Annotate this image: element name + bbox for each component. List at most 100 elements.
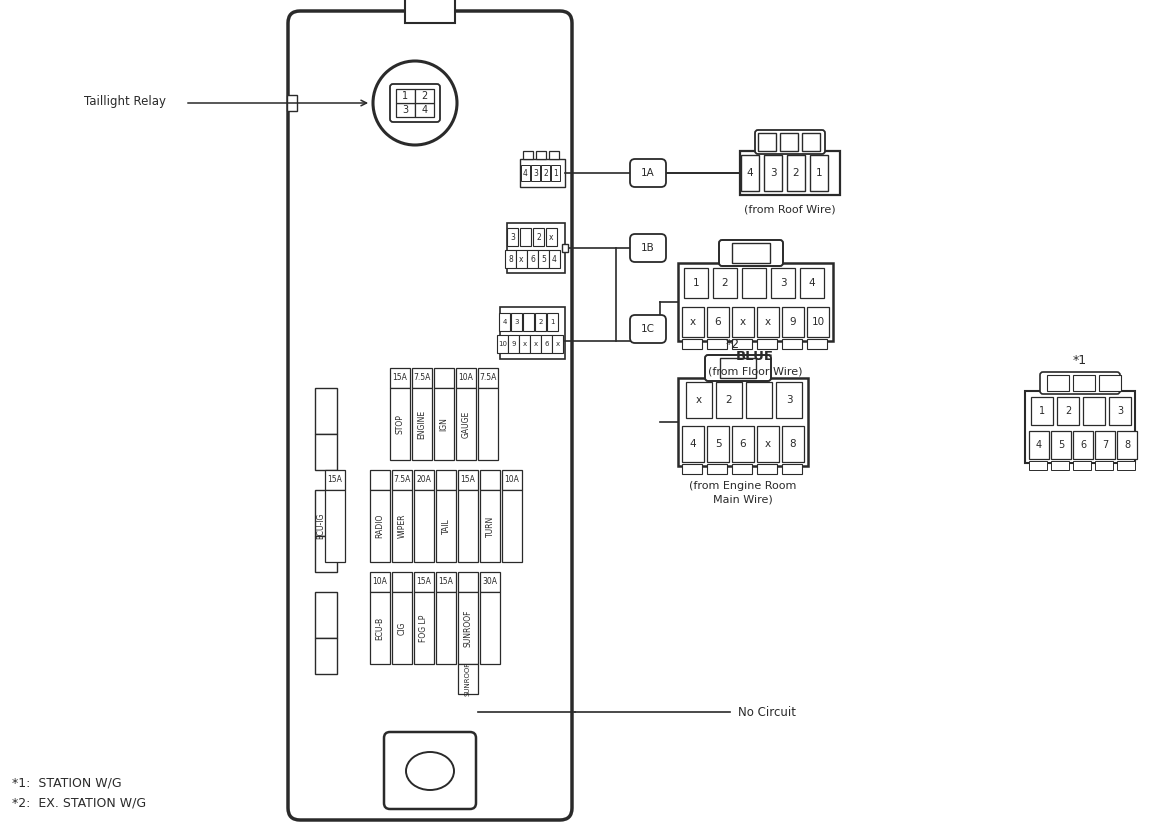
Bar (457, 470, 478, 490)
Bar (562, 244, 568, 252)
Bar (1117, 461, 1135, 470)
Text: 6: 6 (545, 341, 549, 347)
Text: 1: 1 (550, 319, 555, 325)
Text: 15A: 15A (439, 578, 454, 587)
Bar (747, 382, 772, 418)
Bar (541, 335, 551, 353)
Bar (414, 572, 434, 592)
Bar (497, 335, 509, 353)
Bar (731, 426, 753, 462)
FancyBboxPatch shape (630, 315, 666, 343)
Text: RADIO: RADIO (375, 514, 384, 538)
Text: 3: 3 (510, 233, 515, 242)
Bar (434, 388, 454, 460)
Bar (707, 464, 727, 474)
Text: TURN: TURN (485, 515, 495, 537)
Text: 7.5A: 7.5A (394, 475, 411, 484)
Text: *2:  EX. STATION W/G: *2: EX. STATION W/G (12, 796, 146, 809)
Bar (414, 490, 434, 562)
Bar (396, 89, 414, 103)
Bar (783, 307, 805, 337)
Bar (682, 307, 704, 337)
Bar (507, 223, 565, 273)
Text: No Circuit: No Circuit (738, 706, 796, 719)
Bar (392, 470, 412, 490)
Bar (549, 151, 558, 159)
Bar (757, 307, 779, 337)
Bar (731, 307, 753, 337)
Text: ECU-IG: ECU-IG (317, 513, 325, 539)
Bar (315, 638, 337, 674)
Text: 7: 7 (1102, 440, 1108, 450)
Bar (551, 165, 560, 181)
Bar (535, 313, 546, 331)
Bar (456, 368, 476, 388)
Text: 3: 3 (514, 319, 519, 325)
Bar (1109, 397, 1131, 425)
Text: 8: 8 (1124, 440, 1130, 450)
Bar (520, 228, 531, 246)
Bar (1117, 431, 1137, 459)
Text: 15A: 15A (327, 475, 342, 484)
Bar (412, 368, 432, 388)
Bar (757, 339, 777, 349)
Text: 2: 2 (543, 169, 548, 178)
Bar (757, 464, 777, 474)
Bar (531, 335, 541, 353)
Bar (678, 378, 808, 466)
Bar (1099, 375, 1122, 391)
FancyBboxPatch shape (1040, 372, 1120, 394)
Bar (479, 490, 500, 562)
Bar (457, 490, 478, 562)
Text: 4: 4 (690, 439, 697, 449)
Bar (720, 358, 756, 378)
Bar (1083, 397, 1105, 425)
Text: 10A: 10A (505, 475, 519, 484)
Bar (509, 335, 519, 353)
Bar (686, 382, 712, 418)
FancyBboxPatch shape (630, 159, 666, 187)
Bar (479, 592, 500, 664)
Text: 4: 4 (524, 169, 528, 178)
Text: 4: 4 (503, 319, 506, 325)
Text: 15A: 15A (461, 475, 476, 484)
Text: 1: 1 (1039, 406, 1045, 416)
Text: ENGINE: ENGINE (418, 410, 426, 439)
Bar (479, 470, 500, 490)
Text: SUNROOF: SUNROOF (463, 609, 473, 647)
Bar (392, 572, 412, 592)
Text: 2: 2 (726, 395, 733, 405)
Text: 1: 1 (693, 278, 699, 288)
Bar (716, 382, 742, 418)
Text: 10: 10 (812, 317, 824, 327)
Text: 1C: 1C (641, 324, 655, 334)
Bar (315, 434, 337, 470)
FancyBboxPatch shape (288, 11, 572, 820)
Bar (807, 307, 829, 337)
Text: BLUE: BLUE (736, 351, 774, 363)
Bar (457, 664, 478, 694)
Bar (1095, 431, 1115, 459)
Bar (414, 592, 434, 664)
Text: 6: 6 (740, 439, 747, 449)
Bar (1057, 397, 1079, 425)
Text: 30A: 30A (483, 578, 498, 587)
Text: x: x (555, 341, 560, 347)
Text: 4: 4 (747, 168, 753, 178)
Bar (521, 165, 531, 181)
Bar (682, 464, 702, 474)
Bar (522, 151, 533, 159)
Bar (392, 490, 412, 562)
Text: x: x (695, 395, 702, 405)
Text: 1: 1 (816, 168, 822, 178)
Bar (522, 313, 534, 331)
Bar (478, 368, 498, 388)
Bar (742, 268, 766, 298)
Bar (707, 339, 727, 349)
Bar (810, 155, 828, 191)
Text: 7.5A: 7.5A (413, 373, 431, 382)
Text: 6: 6 (1080, 440, 1086, 450)
Bar (315, 388, 337, 434)
Text: 2: 2 (421, 91, 427, 101)
Text: 1: 1 (403, 91, 409, 101)
